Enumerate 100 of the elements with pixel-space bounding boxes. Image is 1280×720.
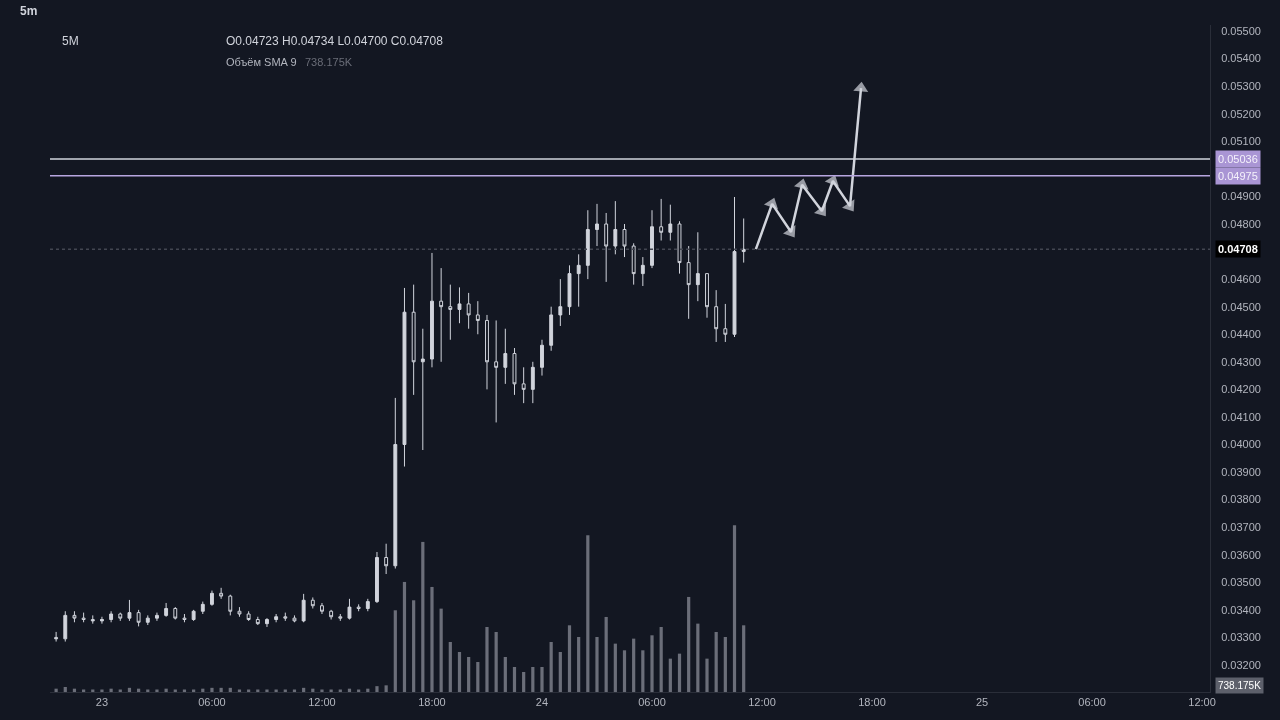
candlestick	[292, 614, 297, 623]
y-tick-label: 0.03500	[1221, 576, 1261, 589]
y-tick-label: 0.05200	[1221, 107, 1261, 120]
candlestick	[466, 292, 471, 330]
bar	[742, 625, 746, 692]
bar	[522, 671, 526, 692]
candlestick	[723, 303, 728, 343]
y-tick-label: 0.04300	[1221, 355, 1261, 368]
annotation: Объём SMA 9	[226, 56, 297, 68]
candlestick	[622, 223, 627, 258]
bar	[577, 636, 581, 692]
x-tick-label: 12:00	[748, 696, 776, 709]
candlestick	[430, 252, 434, 368]
candlestick	[237, 606, 242, 618]
candlestick	[613, 200, 618, 255]
candlestick	[265, 617, 269, 628]
bar	[668, 658, 672, 692]
candlestick	[191, 609, 196, 622]
candlestick	[173, 606, 178, 621]
x-tick-label: 06:00	[1078, 696, 1106, 709]
bar	[265, 689, 269, 692]
candlestick	[457, 286, 462, 324]
bar	[302, 687, 306, 692]
bar	[375, 686, 379, 692]
bar	[531, 666, 535, 692]
candlestick	[81, 612, 86, 623]
candlestick	[439, 267, 444, 363]
bar	[100, 689, 104, 692]
y-tick-label: 0.04000	[1221, 438, 1261, 451]
candlestick	[109, 610, 114, 623]
bar	[650, 635, 654, 692]
candlestick	[640, 256, 645, 287]
annotation: O0.04723 H0.04734 L0.04700 C0.04708	[226, 34, 444, 48]
y-tick-label: 0.04400	[1221, 328, 1261, 341]
y-tick-label: 0.05500	[1221, 24, 1261, 37]
bar	[677, 653, 682, 692]
candlestick	[301, 593, 306, 623]
candlestick	[228, 594, 233, 616]
candlestick	[585, 209, 590, 280]
candlestick	[246, 610, 251, 622]
point	[763, 197, 779, 210]
candlestick	[255, 616, 260, 626]
candlestick	[338, 613, 343, 622]
x-tick-label: 18:00	[858, 696, 886, 709]
ref-line-label: 0.05036	[1218, 153, 1258, 165]
x-tick-label: 18:00	[418, 696, 446, 709]
candlestick	[567, 264, 572, 316]
bar	[210, 687, 214, 692]
bar	[219, 687, 223, 692]
candlestick	[604, 212, 609, 283]
y-tick-label: 0.03900	[1221, 465, 1261, 478]
bar	[384, 685, 388, 692]
bar	[127, 687, 132, 692]
candlestick	[283, 612, 288, 622]
candlestick	[695, 231, 700, 302]
candlestick	[686, 245, 691, 320]
y-tick-label: 0.03200	[1221, 658, 1261, 671]
candlestick	[210, 590, 214, 607]
bar	[659, 626, 663, 692]
bar	[696, 623, 700, 692]
ref-line-label: 0.04975	[1218, 170, 1258, 182]
bar	[430, 586, 434, 692]
candlestick	[521, 366, 526, 404]
bar	[586, 535, 590, 692]
candlestick	[402, 287, 407, 468]
candlestick	[118, 612, 123, 622]
candlestick	[714, 289, 719, 343]
candlestick	[576, 253, 581, 308]
y-tick-label: 0.05400	[1221, 52, 1261, 65]
candlestick	[219, 587, 224, 600]
y-tick-label: 0.05300	[1221, 80, 1261, 93]
annotation: 5M	[62, 34, 79, 48]
bar	[439, 608, 443, 692]
candlestick	[420, 328, 425, 451]
bar	[567, 625, 572, 692]
chart-title: 5m	[20, 4, 38, 19]
candlestick	[558, 278, 563, 327]
candlestick	[677, 220, 682, 275]
bar	[732, 525, 737, 692]
bar	[457, 651, 462, 692]
bar	[448, 641, 452, 692]
bar	[63, 687, 67, 692]
candlestick	[145, 614, 150, 626]
candlestick	[393, 397, 398, 570]
bar	[393, 610, 397, 692]
candlestick	[90, 614, 95, 625]
candlestick	[320, 602, 324, 615]
candlestick	[659, 198, 664, 242]
x-tick-label: 12:00	[308, 696, 336, 709]
bar	[714, 631, 718, 692]
candlestick	[127, 599, 132, 622]
bar	[549, 641, 553, 692]
y-tick-label: 0.05100	[1221, 135, 1261, 148]
y-tick-label: 0.04800	[1221, 217, 1261, 230]
bar	[503, 656, 507, 692]
candlestick	[72, 610, 77, 623]
bar	[467, 656, 471, 692]
candlestick	[347, 598, 352, 621]
candlestick	[631, 242, 636, 286]
candlestick	[475, 300, 480, 335]
